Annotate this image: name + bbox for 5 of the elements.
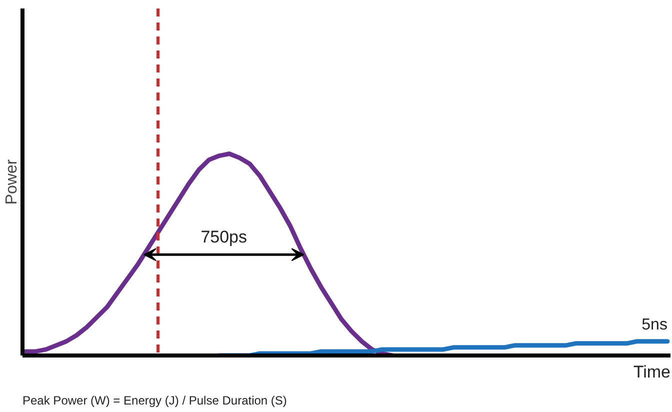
annotation: 750ps [200, 228, 248, 247]
x-axis-title: Time [633, 362, 671, 382]
annotation: 5ns [642, 316, 668, 334]
text: Peak Power (W) = Energy (J) / Pulse Duration (S) [22, 394, 287, 408]
y-axis-title: Power [4, 158, 20, 205]
